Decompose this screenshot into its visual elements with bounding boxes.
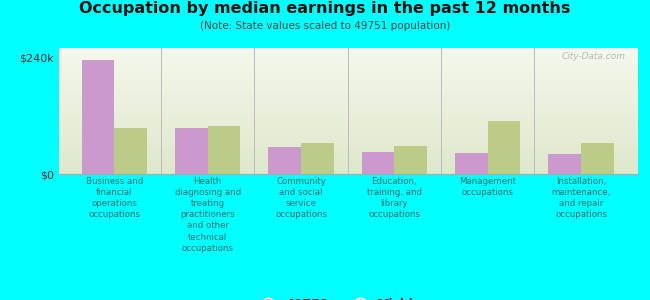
Bar	[455, 153, 488, 174]
Text: Business and
financial
operations
occupations: Business and financial operations occupa…	[86, 177, 143, 219]
Text: Occupation by median earnings in the past 12 months: Occupation by median earnings in the pas…	[79, 2, 571, 16]
Text: Community
and social
service
occupations: Community and social service occupations	[275, 177, 327, 219]
Bar	[488, 121, 521, 174]
Bar	[114, 128, 147, 174]
Legend: 49751, Michigan: 49751, Michigan	[250, 293, 445, 300]
Text: Installation,
maintenance,
and repair
occupations: Installation, maintenance, and repair oc…	[551, 177, 610, 219]
Bar	[301, 142, 333, 174]
Text: Health
diagnosing and
treating
practitioners
and other
technical
occupations: Health diagnosing and treating practitio…	[175, 177, 241, 253]
Bar	[395, 146, 427, 174]
Bar	[208, 125, 240, 174]
Bar	[362, 152, 395, 174]
Bar	[175, 128, 208, 174]
Text: City-Data.com: City-Data.com	[562, 52, 625, 61]
Text: (Note: State values scaled to 49751 population): (Note: State values scaled to 49751 popu…	[200, 21, 450, 31]
Text: Management
occupations: Management occupations	[459, 177, 516, 197]
Bar	[549, 154, 581, 174]
Text: Education,
training, and
library
occupations: Education, training, and library occupat…	[367, 177, 422, 219]
Bar	[581, 142, 614, 174]
Bar	[82, 60, 114, 174]
Bar	[268, 147, 301, 174]
